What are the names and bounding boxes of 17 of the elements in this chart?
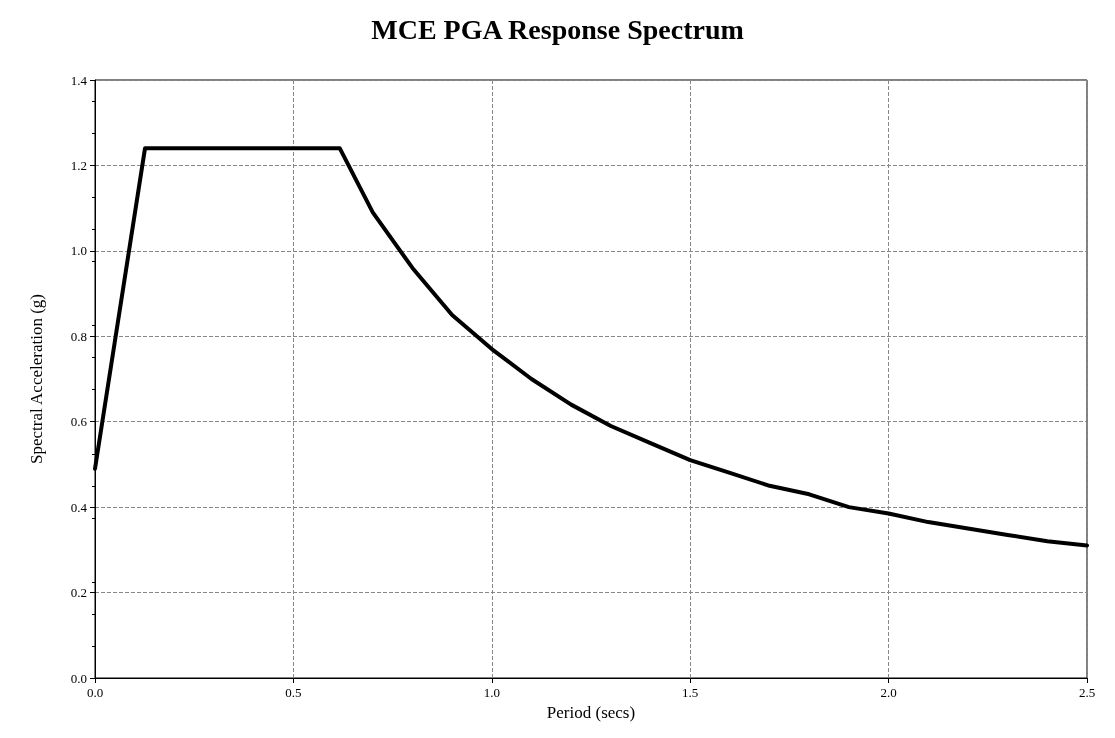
x-axis-title: Period (secs) <box>546 702 636 722</box>
x-tick-label: 0.0 <box>86 685 104 700</box>
y-tick-label: 0.0 <box>70 670 87 686</box>
y-tick-label: 1.2 <box>70 157 87 173</box>
x-tick-label: 2.5 <box>1078 685 1096 700</box>
x-tick-label: 0.5 <box>285 685 302 700</box>
y-tick-label: 1.4 <box>70 72 88 88</box>
y-tick-label: 0.8 <box>70 328 87 344</box>
x-tick-label: 1.0 <box>483 685 500 700</box>
y-tick-label: 0.2 <box>70 585 87 601</box>
y-axis-title: Spectral Acceleration (g) <box>27 294 46 464</box>
y-tick-label: 0.4 <box>70 499 88 515</box>
x-tick-label: 2.0 <box>880 685 897 700</box>
x-tick-label: 1.5 <box>682 685 699 700</box>
y-tick-label: 1.0 <box>70 243 87 259</box>
chart-title: MCE PGA Response Spectrum <box>371 13 744 45</box>
y-tick-label: 0.6 <box>70 414 88 430</box>
